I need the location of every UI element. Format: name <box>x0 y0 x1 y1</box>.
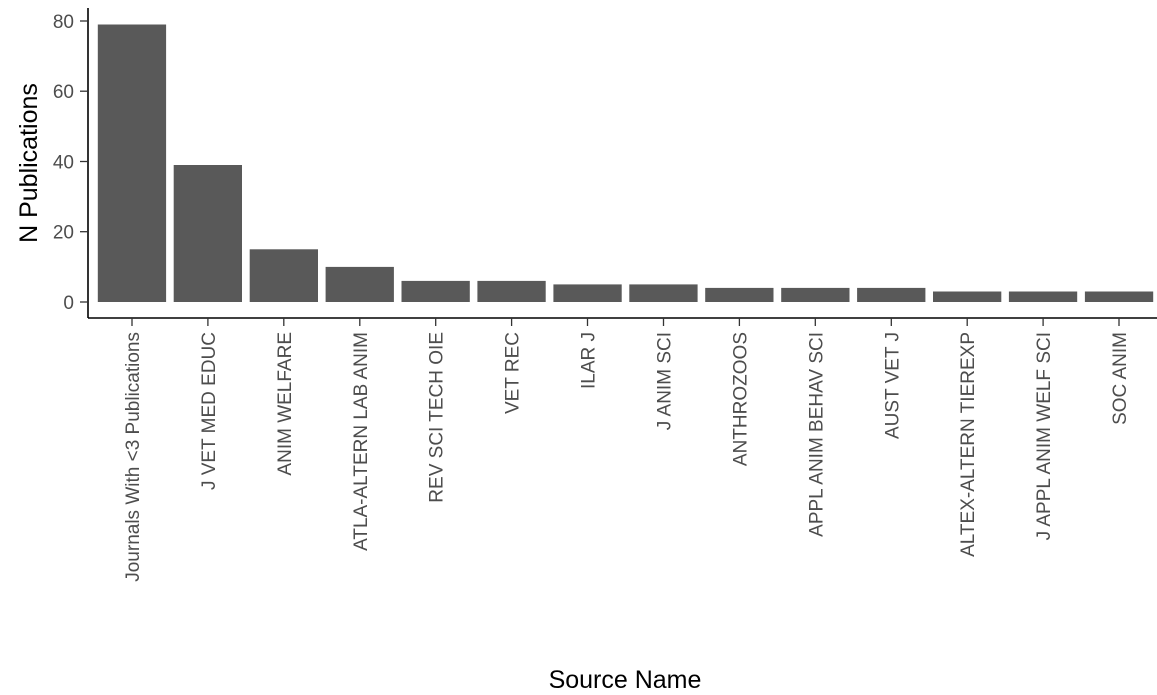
x-tick-label: Journals With <3 Publications <box>123 332 144 582</box>
y-tick-label: 0 <box>63 293 74 314</box>
y-tick-labels: 0 20 40 60 80 <box>53 12 88 314</box>
bars <box>97 24 1154 302</box>
x-tick-label: ANIM WELFARE <box>275 332 296 476</box>
bar <box>97 24 167 302</box>
bar <box>857 287 926 302</box>
bar <box>1008 291 1078 302</box>
y-tick-label: 60 <box>53 82 74 103</box>
bar <box>401 280 470 302</box>
y-axis-title: N Publications <box>15 83 43 243</box>
x-tick-label: REV SCI TECH OIE <box>427 332 448 503</box>
x-tick-label: J APPL ANIM WELF SCI <box>1034 332 1055 540</box>
x-tick-label: SOC ANIM <box>1110 332 1131 425</box>
x-tick-label: ILAR J <box>579 332 600 389</box>
x-tick-labels: Journals With <3 Publications J VET MED E… <box>123 318 1131 582</box>
bar <box>705 287 774 302</box>
x-tick-label: ANTHROZOOS <box>730 332 751 466</box>
x-tick-label: ALTEX-ALTERN TIEREXP <box>958 332 979 557</box>
bar <box>173 165 242 302</box>
bar <box>933 291 1002 302</box>
y-tick-label: 40 <box>53 153 74 174</box>
x-tick-label: AUST VET J <box>882 332 903 439</box>
bar <box>553 284 622 302</box>
bar <box>781 287 850 302</box>
x-axis-title: Source Name <box>549 666 702 694</box>
bar <box>325 266 394 302</box>
y-tick-label: 20 <box>53 223 74 244</box>
x-tick-label: APPL ANIM BEHAV SCI <box>806 332 827 537</box>
bar <box>1084 291 1154 302</box>
x-tick-label: J VET MED EDUC <box>199 332 220 490</box>
bar <box>477 280 546 302</box>
bar <box>249 249 318 302</box>
x-tick-label: VET REC <box>503 332 524 414</box>
x-tick-label: J ANIM SCI <box>655 332 676 430</box>
x-tick-label: ATLA-ALTERN LAB ANIM <box>351 332 372 551</box>
y-tick-label: 80 <box>53 12 74 33</box>
bar <box>629 284 698 302</box>
